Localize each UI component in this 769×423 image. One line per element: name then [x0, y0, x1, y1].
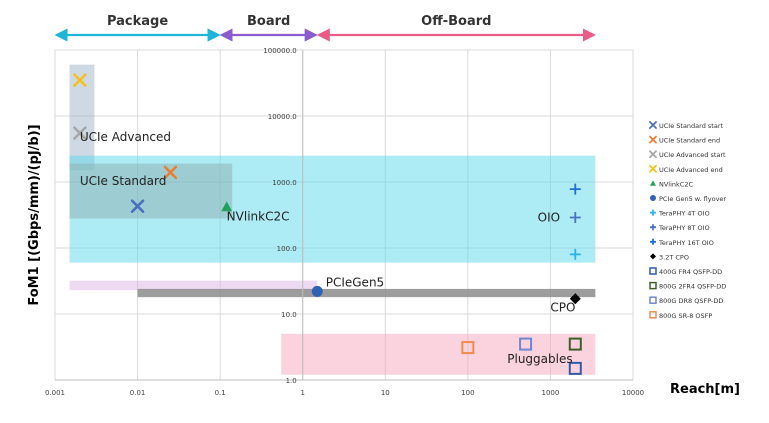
- legend-entry: UCIe Advanced end: [659, 166, 723, 174]
- x-tick-label: 0.001: [45, 389, 65, 397]
- y-tick-label: 1000.0: [272, 179, 297, 187]
- legend-marker: [650, 209, 656, 216]
- legend-marker: [649, 121, 657, 129]
- legend-entry: 800G 2FR4 QSFP-DD: [659, 283, 726, 291]
- point-teraphy-16t-oio: [569, 183, 581, 195]
- x-tick-label: 0.01: [130, 389, 146, 397]
- annotations: UCIe Advanced UCIe Standard NVlinkC2C PCIeG…: [80, 130, 576, 366]
- axes: 0.001 0.01 0.1 1 10 100 1000 10000 1.0 10.0 100.0 1…: [45, 47, 644, 397]
- legend-entry: TeraPHY 16T OIO: [658, 239, 714, 247]
- legend-entry: 800G DR8 QSFP-DD: [659, 297, 723, 305]
- legend-entry: NVlinkC2C: [659, 180, 693, 188]
- bands: [69, 64, 596, 375]
- legend-marker: [649, 135, 657, 144]
- legend-entry: UCIe Advanced start: [659, 151, 726, 159]
- annotation-ucie-standard: UCIe Standard: [80, 174, 167, 188]
- region-label-off-board: Off-Board: [421, 14, 491, 29]
- annotation-ucie-advanced: UCIe Advanced: [80, 130, 171, 144]
- y-tick-label: 10000.0: [268, 113, 297, 121]
- point-pcie-gen5-w-flyover: [311, 285, 323, 297]
- point-ucie-standard-start: [130, 199, 145, 213]
- y-tick-label: 100.0: [277, 245, 297, 253]
- x-tick-label: 0.1: [215, 389, 226, 397]
- point-ucie-advanced-end: [73, 73, 87, 87]
- legend-marker: [649, 267, 657, 275]
- x-tick-label: 10: [381, 389, 390, 397]
- x-axis-label: Reach[m]: [670, 382, 740, 397]
- point-ucie-standard-end: [163, 165, 178, 180]
- point-teraphy-4t-oio: [569, 248, 581, 260]
- legend-marker: [649, 164, 657, 173]
- annotation-pluggables: Pluggables: [507, 352, 572, 366]
- legend-marker: [649, 311, 657, 319]
- annotation-cpo: CPO: [550, 300, 575, 314]
- legend-marker: [650, 180, 656, 186]
- legend-marker: [649, 281, 657, 290]
- annotation-pciegen5: PCIeGen5: [326, 276, 384, 290]
- annotation-nvlinkc2c: NVlinkC2C: [227, 210, 290, 224]
- y-axis-label: FoM1 [(Gbps/mm)/(pJ/b)]: [27, 124, 42, 305]
- legend-entry: TeraPHY 4T OIO: [658, 210, 710, 218]
- legend: UCIe Standard start UCIe Standard end UCIe…: [649, 121, 726, 320]
- band-cpo: [137, 288, 596, 298]
- region-headers: Package Board Off-Board: [54, 14, 596, 42]
- legend-marker: [650, 238, 656, 245]
- band-pciegen5: [69, 280, 318, 291]
- legend-marker: [650, 224, 656, 231]
- point-400g-fr4-qsfp-dd: [568, 361, 582, 375]
- y-tick-label: 1.0: [286, 377, 297, 385]
- x-tick-label: 1000: [542, 389, 560, 397]
- legend-entry: 400G FR4 QSFP-DD: [659, 268, 722, 276]
- band-pluggables: [281, 333, 596, 375]
- legend-entry: UCIe Standard start: [659, 122, 724, 130]
- legend-entry: PCIe Gen5 w. flyover: [659, 195, 726, 203]
- point-3-2t-cpo: [569, 293, 581, 305]
- legend-marker: [649, 150, 657, 159]
- data-points: [73, 73, 582, 375]
- x-tick-label: 1: [300, 389, 304, 397]
- region-label-board: Board: [247, 14, 290, 29]
- legend-entry: 3.2T CPO: [659, 253, 689, 261]
- y-tick-label: 10.0: [281, 311, 297, 319]
- point-ucie-advanced-start: [73, 126, 87, 140]
- point-800g-dr8-qsfp-dd: [519, 337, 533, 351]
- point-teraphy-8t-oio: [569, 211, 581, 223]
- legend-marker: [650, 195, 656, 201]
- legend-entry: 800G SR-8 OSFP: [659, 312, 712, 320]
- band-ucie-standard: [69, 163, 233, 219]
- point-800g-sr-8-osfp: [461, 341, 475, 355]
- legend-entry: UCIe Standard end: [659, 137, 720, 145]
- annotation-oio: OIO: [538, 211, 560, 225]
- x-tick-label: 10000: [622, 389, 644, 397]
- x-tick-label: 100: [461, 389, 474, 397]
- region-label-package: Package: [107, 14, 168, 29]
- point-nvlinkc2c: [221, 201, 233, 212]
- legend-entry: TeraPHY 8T OIO: [658, 224, 710, 232]
- y-tick-label: 100000.0: [263, 47, 296, 55]
- legend-marker: [650, 253, 656, 260]
- point-800g-2fr4-qsfp-dd: [568, 337, 582, 351]
- legend-marker: [649, 296, 657, 304]
